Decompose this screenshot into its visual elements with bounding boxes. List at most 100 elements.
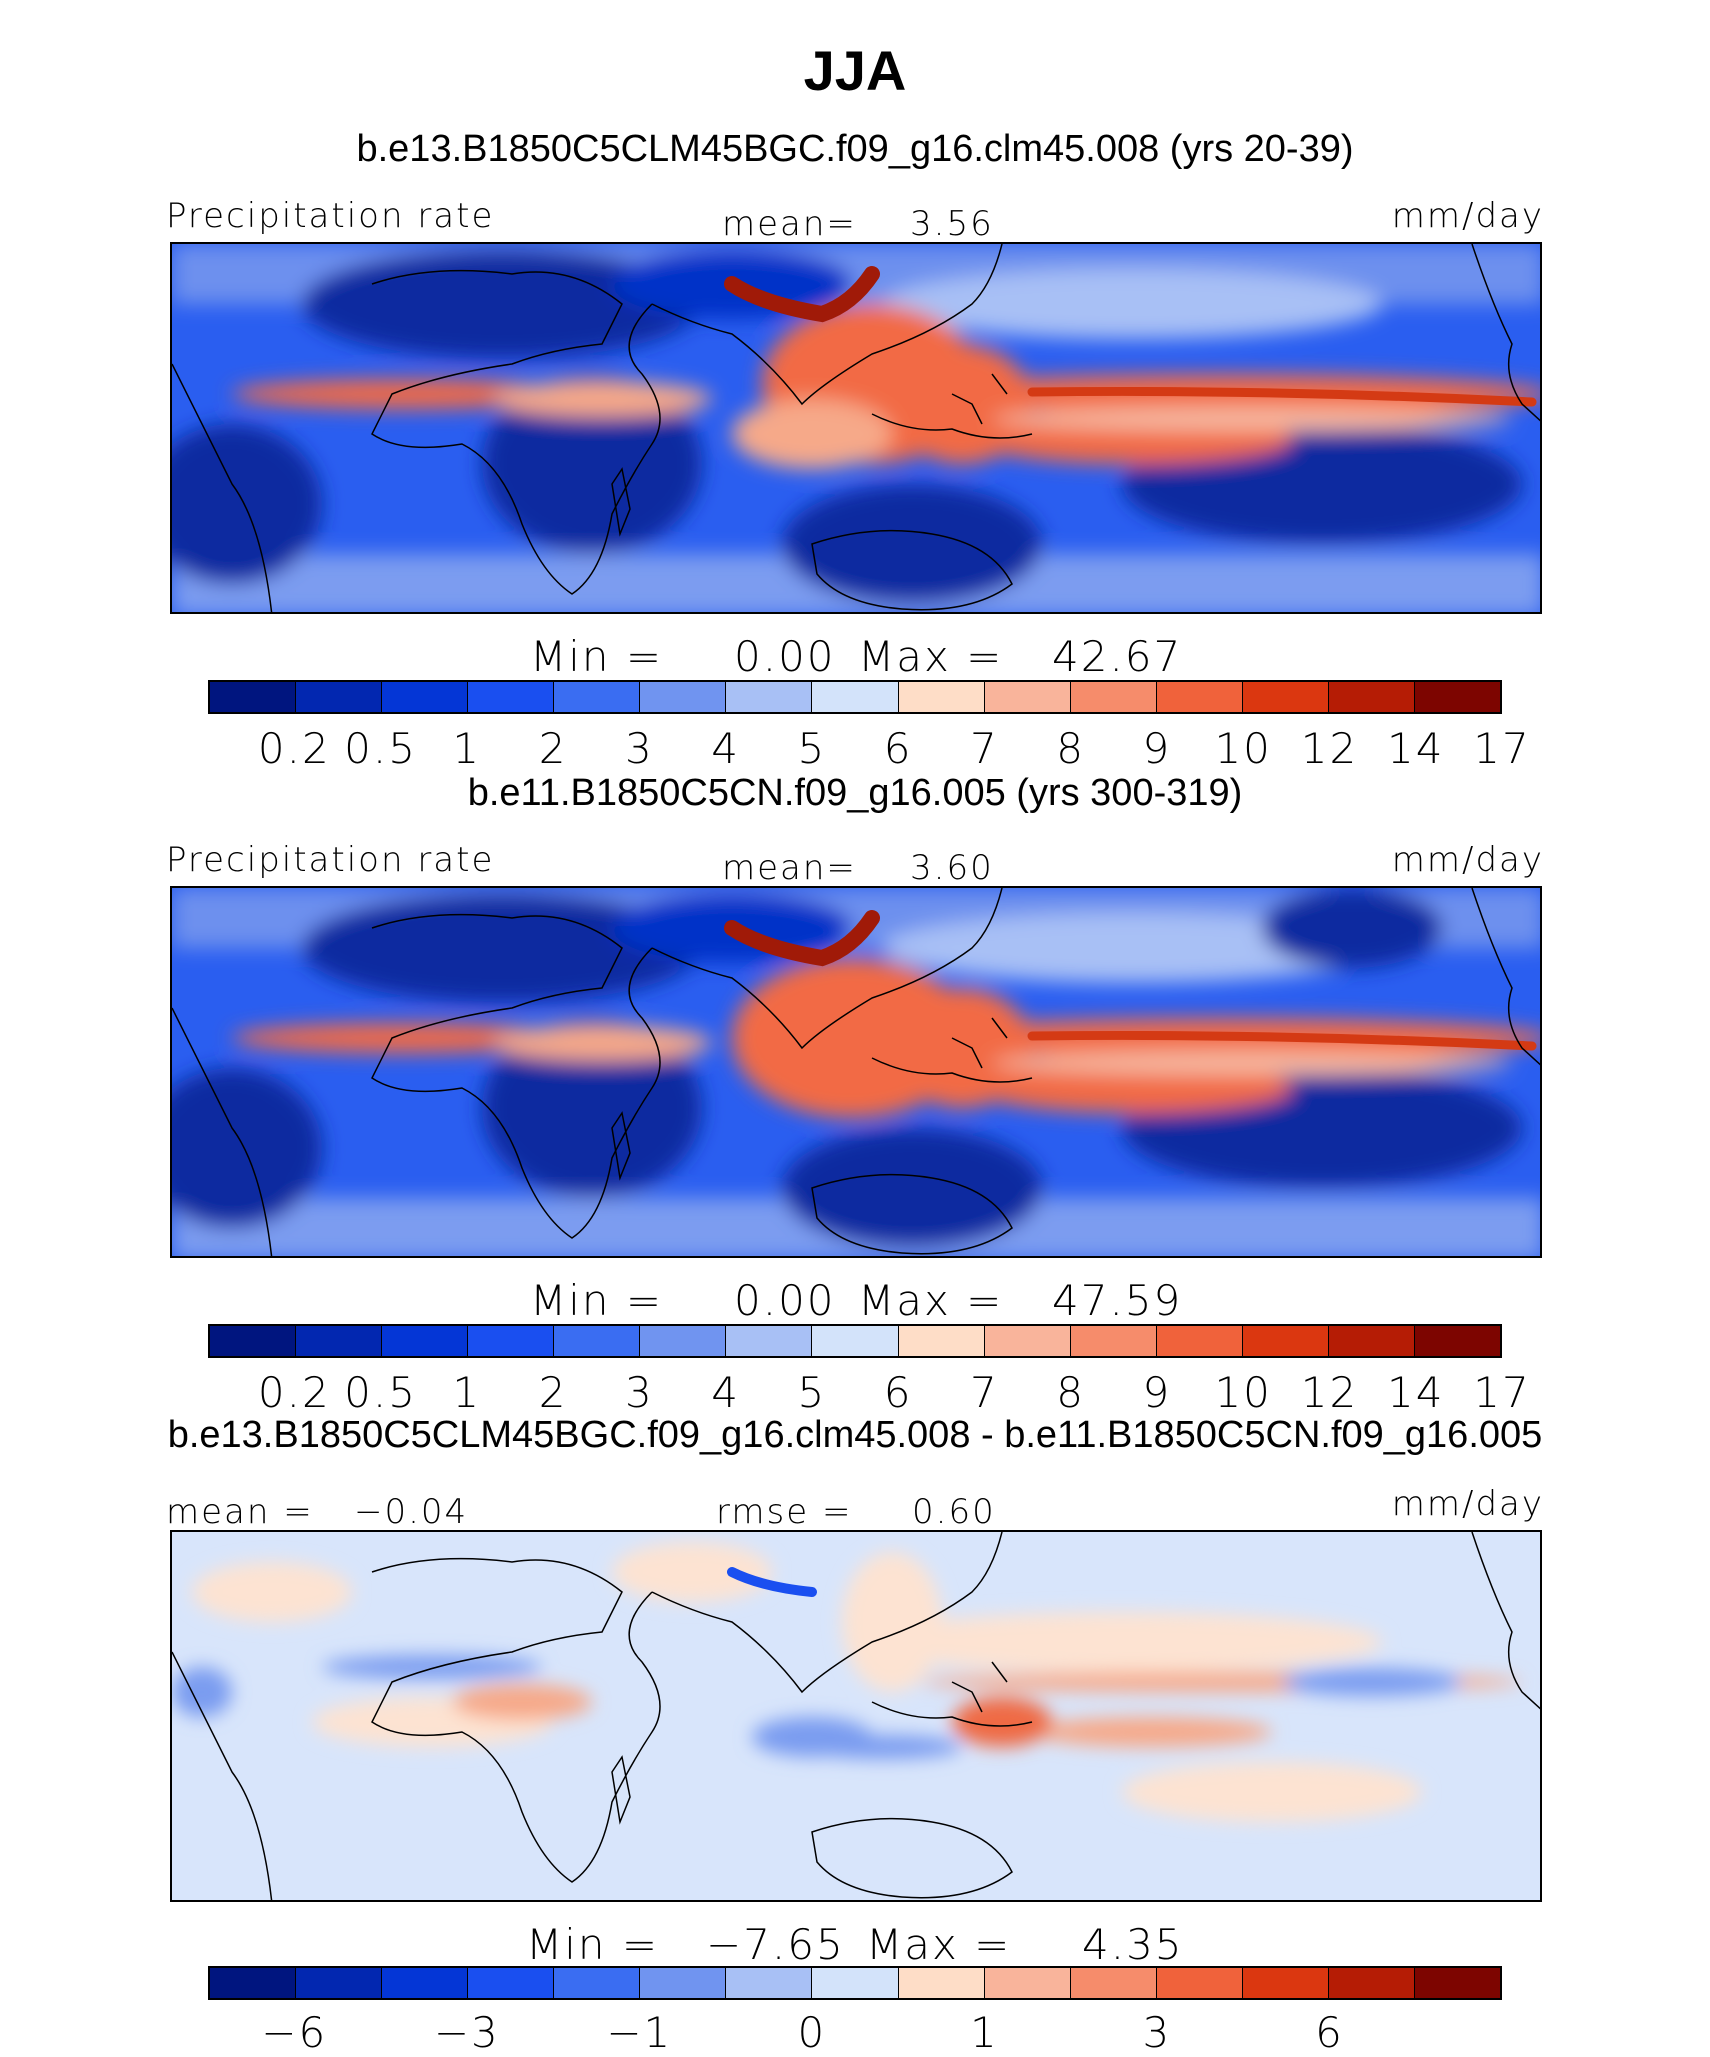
colorbar-tick-label: 3: [624, 724, 654, 773]
colorbar-tick-label: 4: [711, 1368, 740, 1417]
colorbar-swatch: [984, 1326, 1071, 1356]
colorbar-tick-label: 0.2: [257, 724, 331, 773]
colorbar-swatch: [296, 1968, 383, 1998]
colorbar-swatch: [468, 682, 555, 712]
colorbar-tick-label: 0.5: [344, 724, 417, 773]
colorbar-swatch: [468, 1968, 555, 1998]
colorbar-swatch: [1242, 1968, 1329, 1998]
panel2-mean-label: mean=: [722, 848, 857, 888]
panel3-rmse-value: 0.60: [912, 1492, 996, 1532]
colorbar-tick-label: 0: [797, 2008, 827, 2057]
colorbar-tick-label: 14: [1386, 1368, 1445, 1417]
colorbar-swatch: [640, 682, 727, 712]
colorbar-tick-label: 17: [1473, 1368, 1531, 1417]
panel1-colorbar: [208, 680, 1502, 714]
colorbar-swatch: [1156, 1968, 1243, 1998]
colorbar-swatch: [210, 1326, 297, 1356]
panel2-min-label: Min =: [530, 1276, 664, 1325]
colorbar-tick-label: 0.5: [344, 1368, 417, 1417]
colorbar-swatch: [726, 682, 813, 712]
panel3-coastlines: [172, 1532, 1540, 1900]
colorbar-swatch: [812, 682, 899, 712]
panel1-map: [170, 242, 1542, 614]
colorbar-swatch: [1242, 682, 1329, 712]
colorbar-tick-label: 8: [1056, 724, 1086, 773]
panel1-title: b.e13.B1850C5CLM45BGC.f09_g16.clm45.008 …: [356, 128, 1354, 170]
panel2-max-value: 47.59: [1052, 1276, 1183, 1325]
colorbar-swatch: [210, 1968, 297, 1998]
panel2-precip-field: [172, 888, 1540, 1256]
panel3-diff-field: [172, 1532, 1540, 1900]
panel1-variable-label: Precipitation rate: [166, 196, 495, 236]
panel1-max-value: 42.67: [1052, 632, 1183, 681]
panel1-precip-field: [172, 244, 1540, 612]
colorbar-swatch: [1328, 1968, 1415, 1998]
colorbar-swatch: [726, 1326, 813, 1356]
colorbar-tick-label: 17: [1473, 724, 1531, 773]
panel3-mean-value: −0.04: [354, 1492, 469, 1532]
panel1-min-label: Min =: [530, 632, 664, 681]
colorbar-swatch: [984, 682, 1071, 712]
panel2-map: [170, 886, 1542, 1258]
figure-title: JJA: [803, 39, 907, 102]
colorbar-swatch: [1328, 1326, 1415, 1356]
colorbar-tick-label: −6: [261, 2008, 328, 2057]
colorbar-tick-label: 2: [538, 724, 568, 773]
colorbar-tick-label: 6: [883, 724, 913, 773]
colorbar-tick-label: 10: [1214, 1368, 1272, 1417]
colorbar-swatch: [554, 1326, 641, 1356]
colorbar-tick-label: 3: [624, 1368, 654, 1417]
panel2-units-label: mm/day: [1391, 840, 1544, 880]
colorbar-swatch: [382, 682, 469, 712]
colorbar-swatch: [640, 1326, 727, 1356]
panel2-colorbar: [208, 1324, 1502, 1358]
colorbar-swatch: [1414, 682, 1500, 712]
panel2-coastlines: [172, 888, 1540, 1256]
panel1-mean-label: mean=: [722, 204, 857, 244]
colorbar-swatch: [1156, 1326, 1243, 1356]
colorbar-tick-label: 5: [797, 724, 827, 773]
panel3-rmse-label: rmse =: [716, 1492, 853, 1532]
colorbar-swatch: [898, 1968, 985, 1998]
colorbar-tick-label: 2: [538, 1368, 568, 1417]
panel1-units-label: mm/day: [1391, 196, 1544, 236]
colorbar-tick-label: 7: [970, 1368, 999, 1417]
colorbar-swatch: [1070, 682, 1157, 712]
colorbar-swatch: [1414, 1968, 1500, 1998]
colorbar-swatch: [898, 682, 985, 712]
colorbar-tick-label: −3: [433, 2008, 500, 2057]
panel3-map: [170, 1530, 1542, 1902]
colorbar-tick-label: 1: [452, 1368, 482, 1417]
panel1-mean-value: 3.56: [910, 204, 994, 244]
panel3-colorbar: [208, 1966, 1502, 2000]
colorbar-tick-label: 12: [1300, 1368, 1359, 1417]
panel3-title: b.e13.B1850C5CLM45BGC.f09_g16.clm45.008 …: [167, 1414, 1543, 1456]
colorbar-swatch: [210, 682, 297, 712]
panel2-title: b.e11.B1850C5CN.f09_g16.005 (yrs 300-319…: [467, 772, 1243, 814]
colorbar-tick-label: 4: [711, 724, 740, 773]
colorbar-swatch: [1242, 1326, 1329, 1356]
colorbar-tick-label: 8: [1056, 1368, 1086, 1417]
colorbar-swatch: [468, 1326, 555, 1356]
colorbar-tick-label: 0.2: [257, 1368, 331, 1417]
colorbar-tick-label: 6: [1315, 2008, 1344, 2057]
panel3-units-label: mm/day: [1391, 1484, 1544, 1524]
colorbar-swatch: [984, 1968, 1071, 1998]
colorbar-swatch: [1328, 682, 1415, 712]
panel3-max-value: 4.35: [1082, 1920, 1184, 1969]
colorbar-tick-label: 14: [1386, 724, 1445, 773]
colorbar-swatch: [1414, 1326, 1500, 1356]
colorbar-swatch: [640, 1968, 727, 1998]
colorbar-tick-label: 6: [883, 1368, 913, 1417]
colorbar-tick-label: 3: [1142, 2008, 1172, 2057]
colorbar-swatch: [898, 1326, 985, 1356]
panel1-min-value: 0.00: [734, 632, 836, 681]
panel3-min-label: Min =: [526, 1920, 660, 1969]
colorbar-swatch: [1070, 1968, 1157, 1998]
panel1-max-label: Max =: [858, 632, 1004, 681]
colorbar-tick-label: 10: [1214, 724, 1272, 773]
colorbar-tick-label: 1: [452, 724, 482, 773]
colorbar-swatch: [812, 1968, 899, 1998]
colorbar-swatch: [296, 1326, 383, 1356]
panel2-variable-label: Precipitation rate: [166, 840, 495, 880]
